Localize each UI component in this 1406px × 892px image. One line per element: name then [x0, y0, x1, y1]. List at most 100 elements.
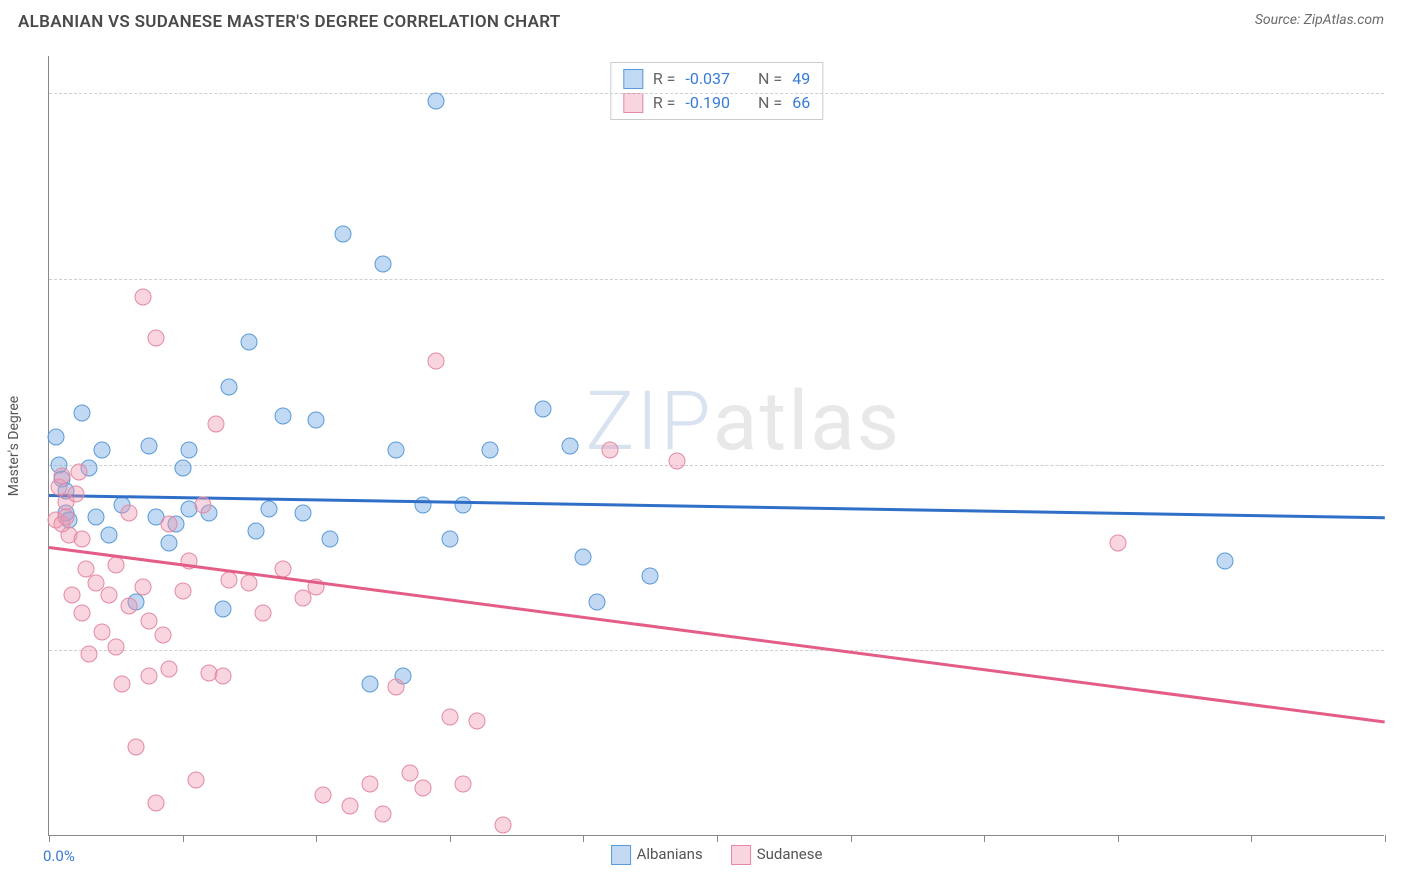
data-point [94, 623, 111, 640]
data-point [127, 738, 144, 755]
legend-item: Sudanese [731, 845, 823, 865]
data-point [71, 464, 88, 481]
data-point [214, 668, 231, 685]
data-point [141, 438, 158, 455]
legend-swatch [623, 93, 643, 113]
data-point [428, 352, 445, 369]
data-point [174, 582, 191, 599]
data-point [602, 441, 619, 458]
r-label: R = [653, 91, 676, 115]
data-point [375, 805, 392, 822]
x-tick [183, 835, 184, 842]
data-point [294, 504, 311, 521]
data-point [1216, 553, 1233, 570]
source-name: ZipAtlas.com [1304, 12, 1384, 28]
data-point [214, 601, 231, 618]
data-point [428, 92, 445, 109]
data-point [64, 586, 81, 603]
data-point [221, 378, 238, 395]
data-point [114, 675, 131, 692]
n-label: N = [758, 91, 782, 115]
scatter-chart: Master's Degree ZIPatlas R = -0.037N = 4… [48, 56, 1384, 836]
data-point [81, 646, 98, 663]
data-point [441, 709, 458, 726]
data-point [161, 516, 178, 533]
data-point [535, 400, 552, 417]
data-point [181, 441, 198, 458]
data-point [274, 408, 291, 425]
data-point [147, 330, 164, 347]
data-point [101, 527, 118, 544]
data-point [468, 712, 485, 729]
data-point [562, 438, 579, 455]
legend-label: Albanians [637, 845, 703, 863]
data-point [121, 504, 138, 521]
source-attribution: Source: ZipAtlas.com [1255, 12, 1384, 28]
data-point [261, 501, 278, 518]
data-point [254, 605, 271, 622]
data-point [341, 798, 358, 815]
data-point [141, 668, 158, 685]
legend-item: Albanians [611, 845, 703, 865]
x-tick [316, 835, 317, 842]
data-point [321, 530, 338, 547]
r-value: -0.190 [685, 91, 730, 115]
data-point [575, 549, 592, 566]
correlation-legend: R = -0.037N = 49R = -0.190 N = 66 [610, 62, 823, 120]
data-point [375, 256, 392, 273]
chart-header: ALBANIAN VS SUDANESE MASTER'S DEGREE COR… [0, 0, 1406, 36]
legend-swatch [731, 845, 751, 865]
data-point [74, 404, 91, 421]
legend-row: R = -0.037N = 49 [623, 67, 810, 91]
x-tick [583, 835, 584, 842]
y-axis-label: Master's Degree [6, 396, 22, 496]
data-point [388, 679, 405, 696]
data-point [415, 779, 432, 796]
legend-swatch [611, 845, 631, 865]
data-point [107, 638, 124, 655]
data-point [1109, 534, 1126, 551]
data-point [455, 497, 472, 514]
data-point [57, 508, 74, 525]
source-prefix: Source: [1255, 12, 1304, 28]
data-point [54, 467, 71, 484]
r-value: -0.037 [685, 67, 730, 91]
data-point [388, 441, 405, 458]
data-point [174, 460, 191, 477]
data-point [241, 575, 258, 592]
x-tick [1251, 835, 1252, 842]
data-point [334, 226, 351, 243]
x-tick [717, 835, 718, 842]
y-tick-label: 40.0% [1388, 84, 1406, 102]
data-point [161, 534, 178, 551]
data-point [208, 415, 225, 432]
data-point [47, 428, 64, 445]
data-point [481, 441, 498, 458]
x-tick [1385, 835, 1386, 842]
data-point [401, 764, 418, 781]
y-tick-label: 10.0% [1388, 641, 1406, 659]
watermark-part2: atlas [713, 374, 901, 470]
data-point [361, 776, 378, 793]
data-point [194, 497, 211, 514]
data-point [274, 560, 291, 577]
data-point [308, 412, 325, 429]
y-tick-label: 30.0% [1388, 270, 1406, 288]
data-point [187, 772, 204, 789]
data-point [361, 675, 378, 692]
data-point [588, 594, 605, 611]
legend-label: Sudanese [757, 845, 823, 863]
r-label: R = [653, 67, 676, 91]
x-tick [450, 835, 451, 842]
data-point [121, 597, 138, 614]
plot-area: ZIPatlas R = -0.037N = 49R = -0.190N = 6… [48, 56, 1384, 836]
n-value: 66 [792, 91, 810, 115]
legend-swatch [623, 69, 643, 89]
x-tick [49, 835, 50, 842]
gridline [49, 465, 1384, 466]
data-point [134, 289, 151, 306]
data-point [107, 556, 124, 573]
data-point [455, 776, 472, 793]
data-point [154, 627, 171, 644]
data-point [74, 605, 91, 622]
